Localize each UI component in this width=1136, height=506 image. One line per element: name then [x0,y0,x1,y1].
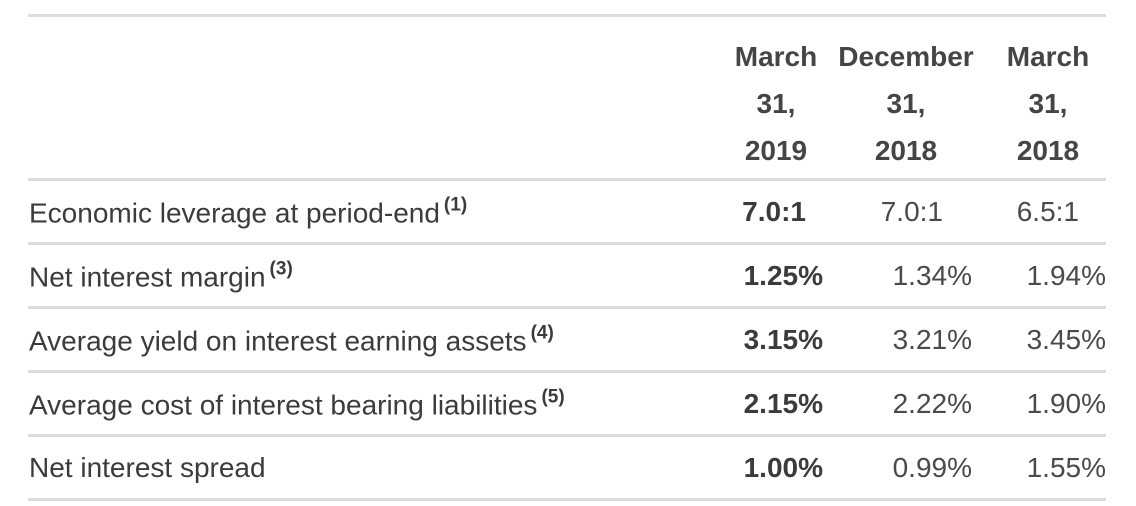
value-mar-2019: 7.0:1 [742,195,806,227]
table-header-row: March 31, 2019 December 31, 2018 March 3… [28,17,1106,178]
row-label: Average cost of interest bearing liabili… [29,386,565,421]
value-dec-2018: 2.22% [892,387,972,419]
row-divider [28,178,1106,181]
column-header-line: 31, [756,88,796,119]
value-mar-2018: 1.94% [1026,259,1106,291]
value-mar-2018: 6.5:1 [1016,195,1079,227]
column-header-line: March [1006,41,1090,72]
row-label-text: Net interest spread [29,451,266,483]
row-label: Net interest margin (3) [29,258,293,293]
table-row: Net interest margin (3) 1.25% 1.34% 1.94% [28,245,1106,306]
financial-metrics-table: March 31, 2019 December 31, 2018 March 3… [28,14,1106,501]
row-label-text: Economic leverage at period-end [29,197,440,228]
column-header-mar-2019: March 31, 2019 [720,33,832,174]
column-header-line: 2018 [1016,135,1080,166]
value-dec-2018: 0.99% [892,451,972,483]
value-mar-2019: 3.15% [743,323,823,355]
row-label-text: Net interest margin [29,261,266,292]
column-header-mar-2018: March 31, 2018 [993,33,1103,174]
value-mar-2019: 1.25% [743,259,823,291]
column-header-line: 31, [886,88,926,119]
column-header-line: 2018 [874,135,938,166]
row-divider [28,370,1106,373]
column-header-line: 2019 [744,135,808,166]
footnote-marker: (3) [269,258,293,279]
value-dec-2018: 1.34% [892,259,972,291]
table-bottom-rule [28,498,1106,501]
table-top-rule [28,14,1106,17]
footnote-marker: (4) [530,322,554,343]
column-header-line: December [838,41,974,72]
footnote-marker: (5) [541,386,565,407]
value-mar-2018: 1.55% [1026,451,1106,483]
row-divider [28,434,1106,437]
row-label-text: Average cost of interest bearing liabili… [29,389,538,420]
table-row: Economic leverage at period-end (1) 7.0:1… [28,181,1106,242]
table-row: Net interest spread 1.00% 0.99% 1.55% [28,437,1106,498]
value-mar-2019: 1.00% [743,451,823,483]
row-label-text: Average yield on interest earning assets [29,325,527,356]
footnote-marker: (1) [443,194,468,215]
row-label: Economic leverage at period-end (1) [29,194,467,229]
row-divider [28,242,1106,245]
value-dec-2018: 7.0:1 [880,195,943,227]
column-header-dec-2018: December 31, 2018 [832,33,980,174]
row-divider [28,306,1106,309]
row-label: Net interest spread [29,452,266,484]
value-dec-2018: 3.21% [892,323,972,355]
value-mar-2019: 2.15% [743,387,823,419]
column-header-line: 31, [1028,88,1068,119]
table-row: Average cost of interest bearing liabili… [28,373,1106,434]
value-mar-2018: 1.90% [1026,387,1106,419]
table-row: Average yield on interest earning assets… [28,309,1106,370]
row-label: Average yield on interest earning assets… [29,322,554,357]
column-header-line: March [734,41,818,72]
value-mar-2018: 3.45% [1026,323,1106,355]
